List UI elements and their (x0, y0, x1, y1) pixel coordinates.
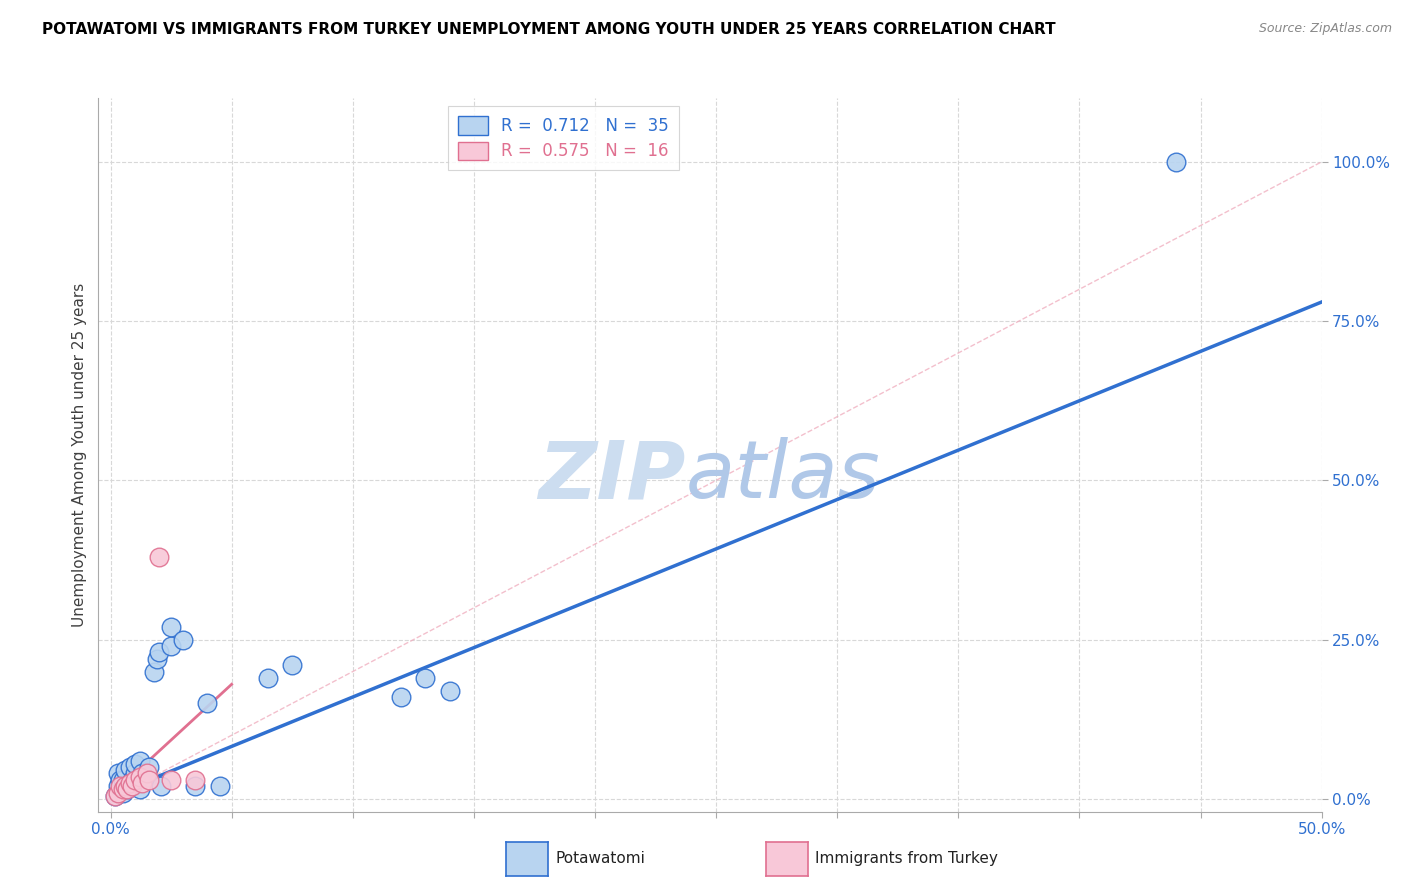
Point (121, 779, 143, 793)
Point (110, 772, 132, 787)
Point (118, 779, 141, 793)
Text: Immigrants from Turkey: Immigrants from Turkey (815, 852, 998, 866)
Point (118, 776, 141, 790)
Point (257, 671, 280, 685)
Point (439, 683, 461, 698)
Point (107, 786, 129, 800)
Point (197, 697, 219, 711)
Point (104, 789, 127, 803)
Point (111, 782, 134, 797)
Point (145, 652, 167, 666)
Point (128, 782, 150, 797)
Text: atlas: atlas (686, 437, 880, 516)
Point (111, 786, 134, 800)
Point (107, 766, 129, 780)
Point (148, 645, 170, 659)
Point (110, 779, 132, 793)
Legend: R =  0.712   N =  35, R =  0.575   N =  16: R = 0.712 N = 35, R = 0.575 N = 16 (447, 106, 679, 170)
Point (131, 766, 153, 780)
Point (104, 789, 127, 803)
Text: Potawatomi: Potawatomi (555, 852, 645, 866)
Point (135, 770, 157, 784)
Point (138, 772, 160, 787)
Point (172, 632, 194, 647)
Text: ZIP: ZIP (538, 437, 686, 516)
Point (160, 772, 183, 787)
Point (124, 756, 146, 771)
Point (281, 658, 304, 673)
Point (184, 772, 207, 787)
Point (114, 764, 136, 778)
Text: POTAWATOMI VS IMMIGRANTS FROM TURKEY UNEMPLOYMENT AMONG YOUTH UNDER 25 YEARS COR: POTAWATOMI VS IMMIGRANTS FROM TURKEY UNE… (42, 22, 1056, 37)
Point (160, 620, 183, 634)
Point (150, 779, 173, 793)
Point (121, 772, 143, 787)
Point (117, 782, 139, 797)
Point (114, 779, 136, 793)
Point (128, 770, 150, 784)
Point (1166, 154, 1188, 169)
Point (208, 779, 231, 793)
Point (131, 776, 153, 790)
Text: Source: ZipAtlas.com: Source: ZipAtlas.com (1258, 22, 1392, 36)
Y-axis label: Unemployment Among Youth under 25 years: Unemployment Among Youth under 25 years (72, 283, 87, 627)
Point (415, 671, 437, 685)
Point (107, 779, 129, 793)
Point (114, 779, 136, 793)
Point (184, 779, 207, 793)
Point (160, 639, 183, 653)
Point (143, 665, 166, 679)
Point (111, 772, 134, 787)
Point (135, 766, 157, 780)
Point (124, 766, 146, 780)
Point (138, 760, 160, 774)
Point (148, 549, 170, 564)
Point (124, 772, 146, 787)
Point (389, 690, 412, 704)
Point (128, 754, 150, 768)
Point (118, 760, 141, 774)
Point (117, 782, 139, 797)
